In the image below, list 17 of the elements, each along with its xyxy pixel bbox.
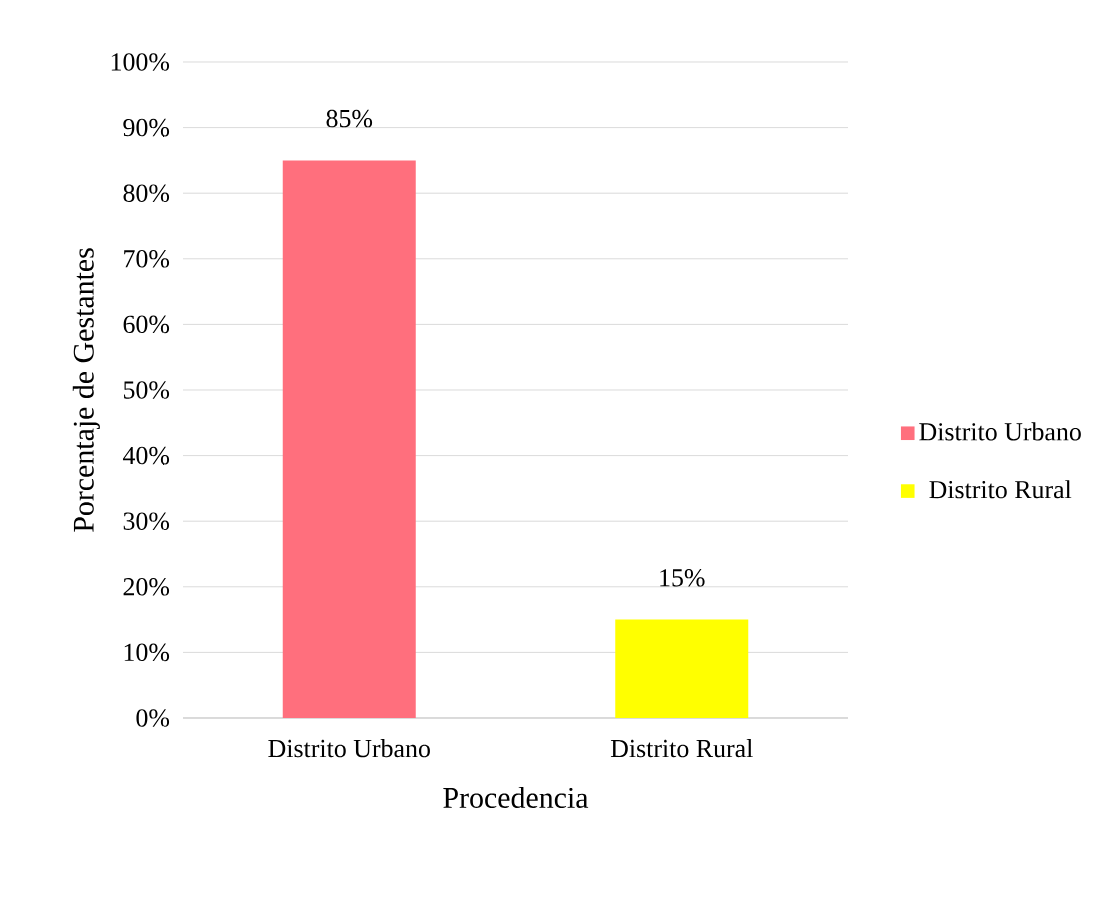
y-tick-label: 60%	[123, 315, 170, 334]
data-label: 15%	[660, 569, 705, 587]
y-tick-label: 100%	[111, 53, 170, 71]
y-tick-label: 20%	[123, 578, 170, 596]
y-tick-label: 40%	[122, 446, 170, 465]
y-tick-label: 10%	[124, 643, 170, 662]
legend-label: Distrito Urbano	[919, 422, 1081, 441]
legend-label: Distrito Rural	[929, 480, 1072, 499]
y-tick-label: 0%	[136, 709, 170, 727]
data-label: 85%	[326, 109, 373, 128]
y-tick-label: 50%	[123, 381, 170, 399]
y-axis-title: Porcentaje de Gestantes	[72, 248, 100, 532]
y-tick-label: 70%	[124, 250, 170, 268]
x-axis-title: Procedencia	[443, 786, 589, 808]
y-tick-label: 80%	[123, 184, 170, 202]
y-tick-label: 90%	[123, 118, 170, 137]
y-tick-label: 30%	[123, 512, 170, 530]
